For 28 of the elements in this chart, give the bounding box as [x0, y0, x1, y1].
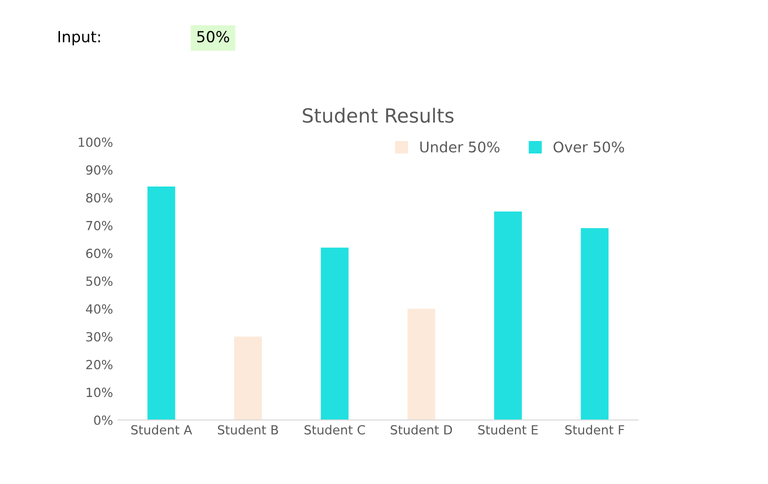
y-tick-label: 70% — [86, 220, 112, 230]
bar — [147, 186, 176, 420]
y-tick-label: 80% — [86, 193, 112, 203]
bar — [234, 336, 262, 420]
bar — [407, 308, 436, 420]
x-tick-label: Student A — [131, 424, 192, 435]
y-tick-label: 20% — [86, 360, 112, 370]
y-tick-label: 60% — [86, 248, 112, 258]
y-tick-label: 30% — [86, 332, 112, 342]
text: Input: — [58, 31, 100, 46]
bar — [580, 228, 609, 420]
y-tick-label: 0% — [94, 415, 112, 425]
y-tick-label: 50% — [86, 276, 112, 286]
y-tick-label: 90% — [86, 165, 112, 175]
legend-label: Under 50% — [420, 141, 500, 153]
x-tick-label: Student E — [478, 424, 538, 435]
bar — [494, 212, 522, 420]
y-tick-label: 40% — [86, 304, 112, 314]
text: 50% — [197, 30, 230, 42]
x-tick-label: Student F — [565, 424, 624, 435]
chart-title: Student Results — [302, 108, 454, 123]
bar — [320, 248, 349, 420]
y-tick-label: 100% — [78, 137, 112, 147]
x-tick-label: Student B — [218, 424, 278, 435]
y-tick-label: 10% — [86, 388, 112, 398]
legend-label: Over 50% — [554, 141, 624, 153]
x-tick-label: Student C — [304, 424, 365, 435]
x-tick-label: Student D — [390, 424, 452, 435]
